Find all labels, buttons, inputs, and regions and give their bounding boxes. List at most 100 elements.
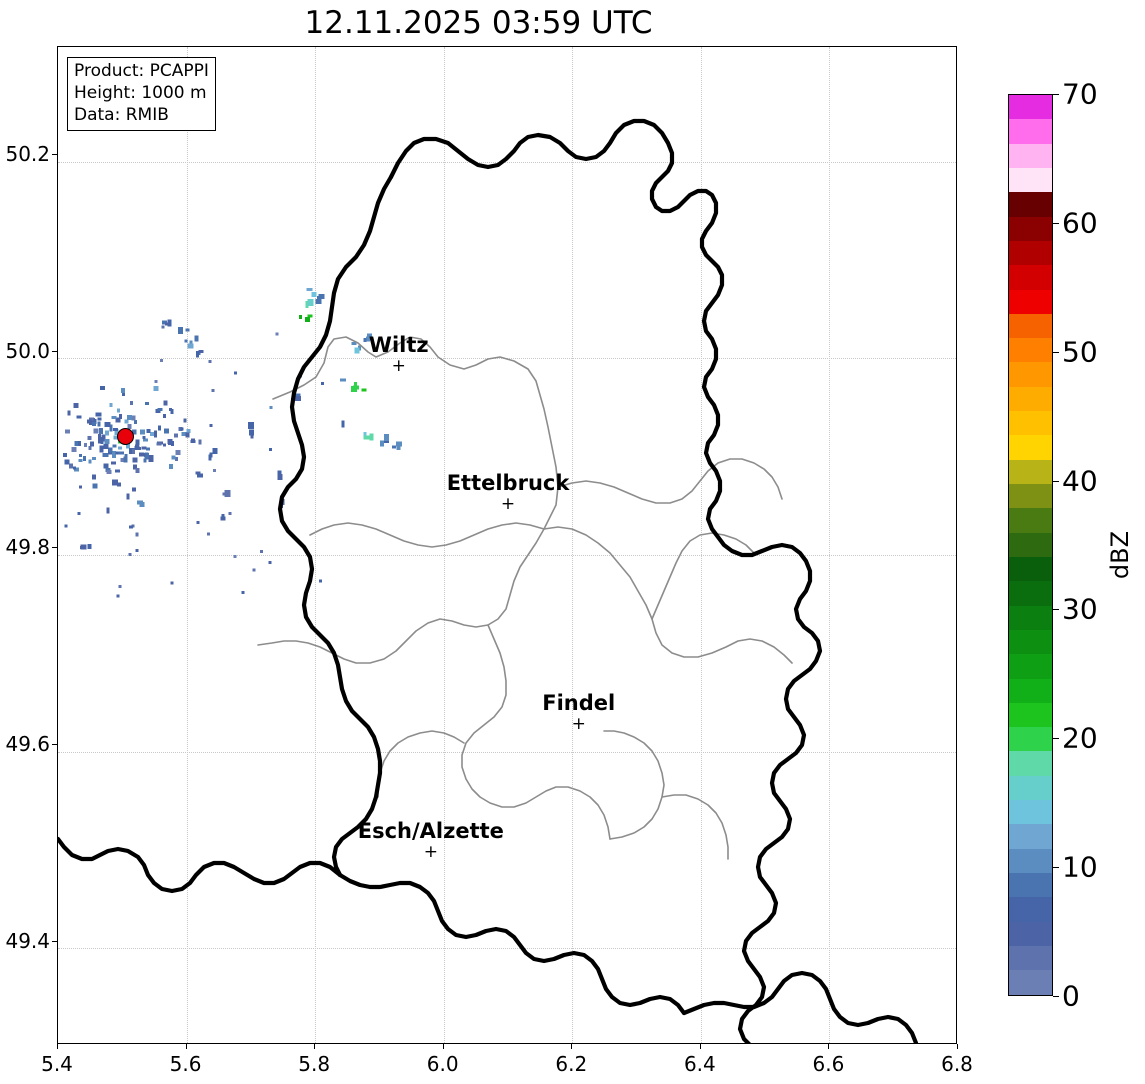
radar-echo-pixel [165, 322, 170, 326]
radar-echo-pixel [97, 417, 102, 421]
y-axis-tick-mark [52, 350, 57, 352]
radar-echo-pixel [249, 429, 255, 436]
radar-echo-pixel [162, 443, 166, 447]
radar-echo-pixel [304, 316, 310, 322]
radar-echo-pixel [78, 458, 83, 462]
colorbar-segment [1009, 313, 1052, 339]
radar-echo-pixel [131, 415, 136, 421]
radar-echo-pixel [154, 380, 158, 383]
radar-echo-pixel [89, 418, 96, 425]
radar-echo-pixel [163, 413, 167, 418]
radar-echo-pixel [306, 287, 313, 291]
radar-echo-pixel [118, 584, 122, 588]
radar-echo-pixel [150, 432, 155, 437]
radar-echo-pixel [63, 453, 67, 457]
colorbar-axis-label: dBZ [1106, 530, 1135, 580]
radar-echo-pixel [86, 419, 92, 424]
colorbar-segment [1009, 265, 1052, 290]
gridline-vertical [186, 47, 188, 1043]
radar-echo-pixel [196, 351, 200, 355]
radar-echo-pixel [110, 461, 116, 465]
colorbar-segment [1009, 192, 1052, 217]
x-axis-tick-label: 6.0 [426, 1052, 459, 1076]
radar-echo-pixel [127, 424, 132, 429]
colorbar-tick-label: 0 [1062, 979, 1080, 1013]
colorbar-tick-label: 40 [1062, 464, 1098, 498]
colorbar[interactable] [1008, 94, 1053, 996]
radar-echo-pixel [160, 358, 163, 362]
radar-echo-pixel [354, 382, 358, 387]
radar-echo-pixel [128, 448, 135, 455]
radar-echo-pixel [135, 549, 139, 553]
colorbar-segment [1009, 216, 1052, 241]
radar-echo-pixel [126, 493, 130, 500]
gridline-vertical [315, 47, 317, 1043]
radar-echo-pixel [228, 512, 232, 515]
radar-echo-pixel [277, 474, 283, 481]
radar-echo-pixel [196, 521, 200, 525]
x-axis-tick-mark [314, 1044, 316, 1049]
radar-echo-pixel [180, 427, 184, 431]
radar-echo-pixel [156, 442, 162, 446]
radar-echo-pixel [104, 421, 111, 427]
radar-echo-pixel [222, 492, 228, 496]
radar-echo-pixel [363, 337, 367, 342]
radar-echo-pixel [132, 429, 136, 433]
colorbar-segment [1009, 654, 1052, 679]
colorbar-segment [1009, 362, 1052, 387]
radar-echo-pixel [145, 401, 149, 405]
radar-echo-pixel [128, 525, 133, 529]
radar-echo-pixel [392, 445, 396, 449]
radar-echo-pixel [92, 483, 98, 489]
radar-echo-pixel [353, 385, 360, 390]
colorbar-segment [1009, 581, 1052, 606]
radar-echo-pixel [162, 320, 168, 325]
radar-echo-pixel [140, 430, 146, 434]
radar-echo-pixel [187, 343, 194, 349]
radar-station-marker[interactable] [117, 427, 134, 445]
radar-echo-pixel [118, 451, 125, 455]
radar-echo-pixel [212, 469, 216, 473]
radar-echo-pixel [101, 434, 106, 442]
radar-echo-pixel [120, 388, 125, 393]
radar-echo-pixel [117, 408, 120, 413]
radar-echo-pixel [198, 439, 202, 445]
radar-echo-pixel [178, 326, 183, 334]
radar-echo-pixel [233, 554, 237, 558]
y-axis-tick-mark [52, 940, 57, 942]
radar-echo-pixel [396, 441, 402, 447]
radar-echo-pixel [134, 419, 138, 424]
radar-echo-pixel [181, 432, 187, 436]
radar-echo-pixel [130, 401, 134, 406]
radar-echo-pixel [92, 422, 97, 427]
map-plot-area[interactable]: Wiltz + Ettelbruck + Findel + Esch/Alzet… [57, 46, 957, 1044]
radar-echo-pixel [88, 459, 92, 464]
radar-echo-pixel [132, 448, 136, 454]
canton-boundaries [257, 336, 793, 860]
colorbar-segment [1009, 678, 1052, 703]
radar-echo-pixel [351, 341, 357, 345]
radar-echo-pixel [175, 457, 178, 461]
radar-echo-pixel [135, 532, 139, 537]
radar-echo-pixel [380, 440, 384, 447]
colorbar-segment [1009, 727, 1052, 752]
radar-echo-pixel [383, 440, 389, 443]
radar-echo-pixel [132, 487, 136, 492]
radar-echo-pixel [104, 438, 109, 444]
radar-echo-pixel [185, 328, 190, 332]
radar-echo-pixel [221, 514, 225, 519]
radar-echo-pixel [339, 378, 346, 382]
radar-echo-pixel [109, 402, 113, 407]
radar-echo-pixel [113, 435, 119, 440]
radar-echo-pixel [241, 591, 245, 595]
radar-echo-pixel [175, 450, 181, 456]
colorbar-tick-mark [1053, 867, 1059, 869]
radar-echo-pixel [128, 553, 132, 556]
colorbar-segment [1009, 702, 1052, 728]
radar-echo-pixel [97, 421, 101, 427]
y-axis-tick-mark [52, 154, 57, 156]
radar-echo-pixel [111, 416, 117, 420]
radar-echo-pixel [212, 447, 218, 454]
radar-echo-pixel [64, 459, 70, 465]
colorbar-segment [1009, 386, 1052, 412]
